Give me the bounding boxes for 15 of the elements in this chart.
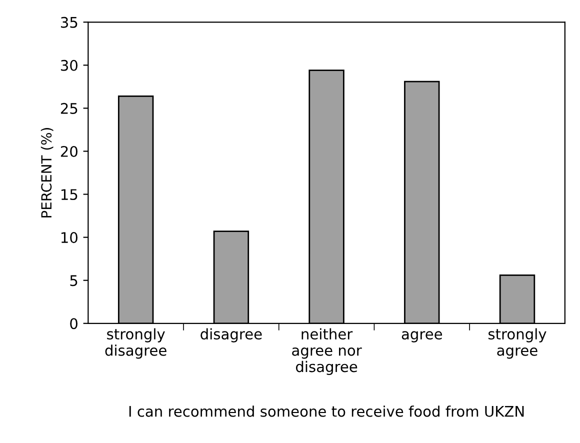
y-tick-label: 15 (61, 189, 78, 200)
y-tick-label: 35 (60, 16, 78, 28)
x-tick-label: agree (402, 331, 442, 342)
y-tick-label: 0 (70, 318, 78, 330)
x-tick-label: disagree (200, 328, 262, 342)
x-tick-label: strongly disagree (105, 328, 166, 359)
y-tick-label: 20 (60, 146, 78, 157)
y-axis-title: PERCENT (%) (40, 128, 54, 218)
x-axis-title: I can recommend someone to receive food from UKZN (129, 406, 524, 417)
y-tick-label: 5 (70, 275, 78, 286)
y-tick-label: 30 (60, 60, 78, 71)
y-tick-label: 25 (60, 102, 78, 114)
x-tick-label: neither agree nor disagree (292, 328, 362, 376)
x-tick-label: strongly agree (488, 328, 546, 359)
y-tick-label: 10 (61, 232, 78, 244)
